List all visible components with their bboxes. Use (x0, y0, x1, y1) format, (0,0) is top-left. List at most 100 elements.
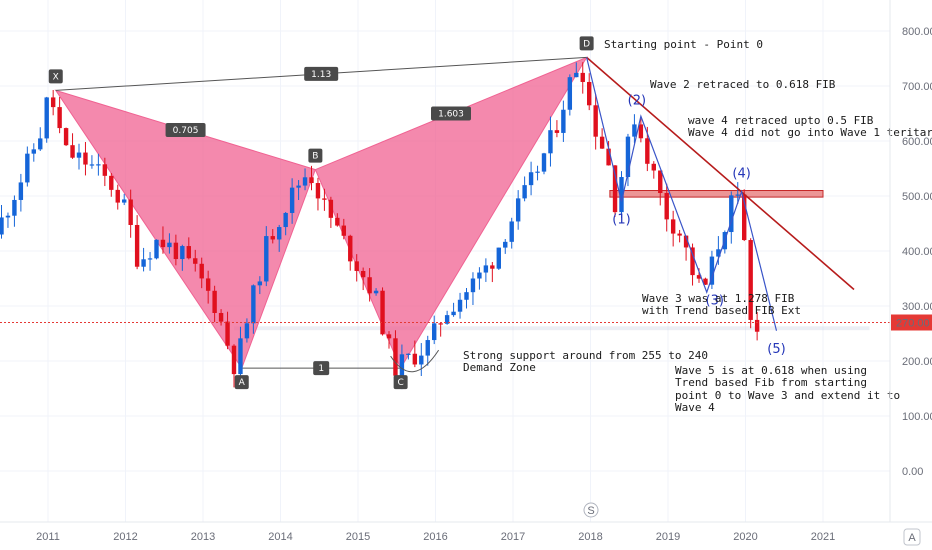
candle-body (63, 128, 69, 146)
candle-body (651, 163, 656, 171)
pattern-point-label: C (397, 378, 403, 388)
time-axis-tick-label: 2020 (733, 531, 757, 543)
candles-layer (0, 62, 760, 390)
candle-body (328, 199, 334, 218)
candle-body (96, 164, 101, 166)
time-axis-tick-label: 2013 (191, 531, 215, 543)
candle-body (658, 170, 663, 194)
annotation-text: Wave 5 is at 0.618 when using (675, 364, 867, 377)
candle-body (341, 225, 346, 236)
price-axis-tick-label: 400.00 (902, 246, 932, 258)
last-price-badge (891, 314, 932, 331)
candle-body (574, 72, 579, 78)
candle-body (528, 172, 534, 186)
symbol-marker (583, 502, 599, 518)
candle-body (193, 258, 198, 264)
wave-label: (2) (628, 93, 646, 108)
ratio-label: 1.603 (438, 110, 464, 120)
candle-body (451, 311, 456, 316)
ratio-label-box (304, 66, 339, 81)
candle-body (412, 353, 418, 365)
candle-body (83, 152, 88, 165)
candle-body (367, 277, 372, 294)
candle-body (225, 321, 230, 346)
candle-body (354, 261, 359, 271)
annotation-text: point 0 to Wave 3 and extend it to (675, 389, 900, 402)
tradingview-logo-label: A (908, 532, 916, 544)
time-axis-tick-label: 2017 (501, 531, 525, 543)
candle-body (703, 278, 708, 285)
candle-body (496, 247, 501, 269)
candle-body (315, 183, 321, 199)
candle-body (444, 315, 450, 324)
candle-body (244, 323, 250, 339)
candle-body (548, 130, 553, 154)
time-axis-tick-label: 2018 (578, 531, 602, 543)
candle-body (57, 107, 62, 129)
price-axis-tick-label: 500.00 (902, 191, 932, 203)
candle-body (709, 256, 715, 285)
time-axis-tick-label: 2011 (36, 531, 60, 543)
candle-body (625, 136, 631, 178)
candle-body (561, 109, 566, 133)
candle-body (160, 239, 166, 248)
candle-body (457, 299, 463, 312)
candle-body (470, 278, 476, 293)
candle-body (283, 212, 288, 228)
candle-body (147, 258, 153, 260)
candle-body (309, 177, 314, 184)
zones-layer (234, 190, 870, 331)
time-axis-tick-label: 2014 (268, 531, 292, 543)
time-axis-tick-label: 2021 (811, 531, 835, 543)
ratio-label: 1 (318, 364, 324, 374)
annotation-text: Trend based Fib from starting (675, 376, 867, 389)
pattern-point-label: X (53, 72, 59, 82)
candle-body (348, 235, 353, 262)
pattern-point-tag (234, 375, 249, 390)
candle-body (477, 272, 482, 279)
candle-body (729, 195, 734, 233)
trendline (586, 56, 855, 291)
ratio-label-box (313, 361, 330, 376)
annotation-text: Wave 4 did not go into Wave 1 teritary (688, 126, 932, 139)
candle-body (419, 355, 424, 365)
candle-body (690, 247, 695, 276)
candle-body (76, 152, 82, 158)
candle-body (141, 259, 146, 267)
pattern-point-tag (308, 148, 323, 163)
annotation-text: Wave 3 was at 1.278 FIB (642, 292, 795, 305)
candle-body (632, 124, 637, 137)
wave-label: (4) (732, 167, 750, 182)
candle-body (483, 265, 489, 273)
support-arc (390, 349, 440, 373)
candle-body (31, 149, 36, 154)
ratio-label: 0.705 (173, 126, 199, 136)
pattern-point-label: B (312, 152, 318, 162)
candle-body (509, 221, 514, 242)
candle-body (238, 338, 243, 375)
candle-body (735, 194, 740, 196)
candle-body (754, 319, 760, 332)
candle-body (122, 199, 127, 203)
candle-body (109, 175, 114, 190)
wave-label: (1) (612, 213, 630, 228)
annotation-text: Starting point - Point 0 (604, 38, 763, 51)
candle-body (25, 153, 30, 183)
candle-body (154, 239, 159, 259)
candle-body (606, 148, 611, 166)
candle-body (302, 177, 308, 186)
candle-body (12, 199, 17, 216)
last-price-badge-label: 270.00 (896, 318, 930, 330)
annotation-text: Strong support around from 255 to 240 (463, 349, 708, 362)
candle-body (231, 345, 237, 375)
candle-body (612, 165, 618, 213)
elliott-wave-path (586, 57, 778, 331)
candle-body (748, 240, 753, 320)
candle-body (742, 194, 747, 241)
candle-body (5, 215, 11, 218)
support-zone (234, 326, 870, 331)
candle-body (70, 145, 75, 158)
price-axis-tick-label: 100.00 (902, 411, 932, 423)
candle-body (490, 265, 495, 269)
